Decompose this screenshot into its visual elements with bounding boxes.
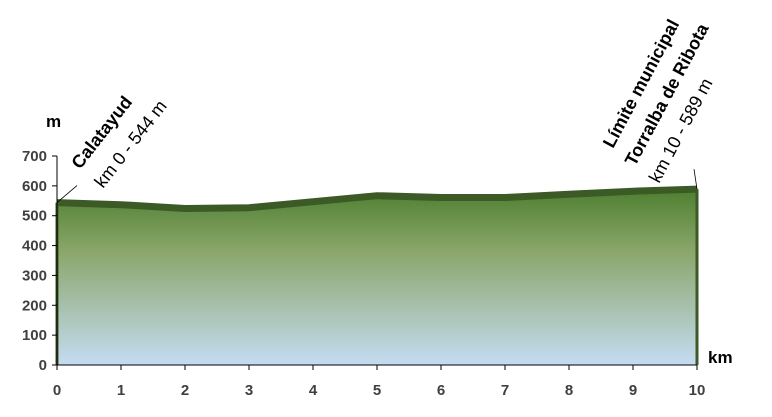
- y-tick-label: 200: [22, 297, 47, 314]
- y-axis-title: m: [46, 112, 61, 131]
- x-tick-label: 5: [373, 382, 381, 399]
- elevation-point-km-4: [312, 201, 314, 203]
- elevation-point-km-3: [248, 207, 250, 209]
- x-tick-label: 4: [309, 382, 318, 399]
- x-axis-title: km: [708, 348, 733, 367]
- elevation-point-km-8: [568, 193, 570, 195]
- y-tick-label: 100: [22, 327, 47, 344]
- elevation-point-km-1: [120, 204, 122, 206]
- elevation-area: [57, 189, 697, 365]
- start-leader-line: [56, 185, 78, 203]
- x-tick-label: 9: [629, 382, 637, 399]
- y-tick-label: 500: [22, 208, 47, 225]
- x-unit-label: km: [708, 348, 733, 367]
- elevation-point-km-7: [504, 197, 506, 199]
- x-axis-ticks: 0 1 2 3 4 5 6 7 8 9 10: [53, 365, 706, 399]
- start-annotation: Calatayud km 0 - 544 m: [56, 92, 171, 203]
- y-tick-label: 600: [22, 178, 47, 195]
- end-leader-line: [693, 169, 698, 190]
- plot-area: [55, 156, 699, 366]
- x-tick-label: 0: [53, 382, 61, 399]
- x-tick-label: 7: [501, 382, 509, 399]
- y-tick-label: 300: [22, 267, 47, 284]
- x-tick-label: 6: [437, 382, 445, 399]
- y-tick-label: 700: [22, 148, 47, 165]
- y-tick-label: 400: [22, 238, 47, 255]
- elevation-point-km-5: [376, 195, 378, 197]
- end-annotation: Límite municipal Torralba de Ribota km 1…: [599, 16, 717, 190]
- x-tick-label: 3: [245, 382, 253, 399]
- y-tick-label: 0: [39, 357, 47, 374]
- y-unit-label: m: [46, 112, 61, 131]
- elevation-point-km-2: [184, 208, 186, 210]
- x-tick-label: 10: [689, 382, 706, 399]
- x-tick-label: 8: [565, 382, 573, 399]
- x-tick-label: 2: [181, 382, 189, 399]
- elevation-point-km-6: [440, 197, 442, 199]
- elevation-point-km-9: [632, 190, 634, 192]
- x-tick-label: 1: [117, 382, 125, 399]
- y-axis-ticks: 0 100 200 300 400 500 600 700: [22, 148, 57, 374]
